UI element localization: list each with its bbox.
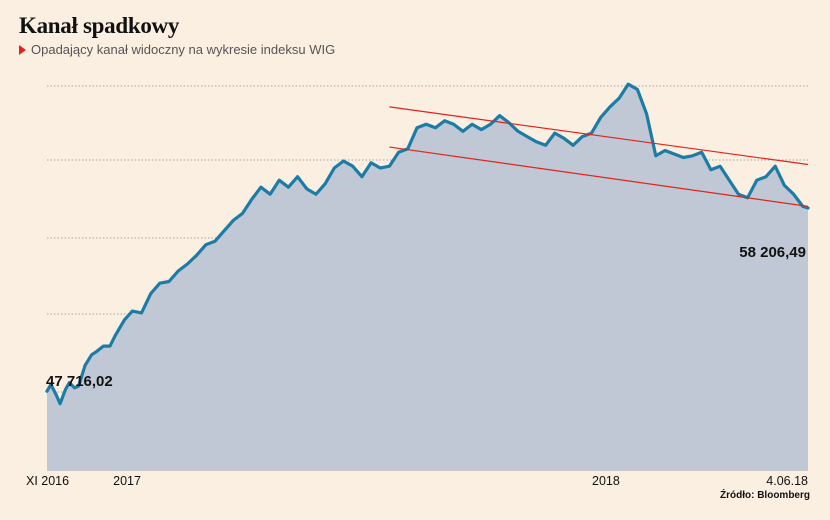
value-annotation: 58 206,49 [739, 244, 806, 261]
descending-channel [389, 106, 809, 207]
index-area [47, 84, 808, 470]
x-tick-label: 2017 [113, 474, 141, 488]
value-annotation: 47 716,02 [46, 373, 113, 390]
subtitle-text: Opadający kanał widoczny na wykresie ind… [31, 42, 336, 57]
channel-line [389, 146, 809, 207]
x-tick-label: 4.06.18 [766, 474, 808, 488]
index-line [45, 82, 810, 406]
source-note: Źródło: Bloomberg [720, 490, 810, 501]
chart-subtitle: Opadający kanał widoczny na wykresie ind… [19, 42, 335, 57]
channel-line [389, 106, 809, 166]
x-tick-label: 2018 [592, 474, 620, 488]
chart-title: Kanał spadkowy [19, 13, 180, 38]
value-annotations: 47 716,02 58 206,49 [46, 244, 806, 390]
x-axis: XI 2016 2017 2018 4.06.18 [26, 474, 808, 488]
triangle-marker-icon [19, 45, 26, 55]
x-tick-label: XI 2016 [26, 474, 69, 488]
